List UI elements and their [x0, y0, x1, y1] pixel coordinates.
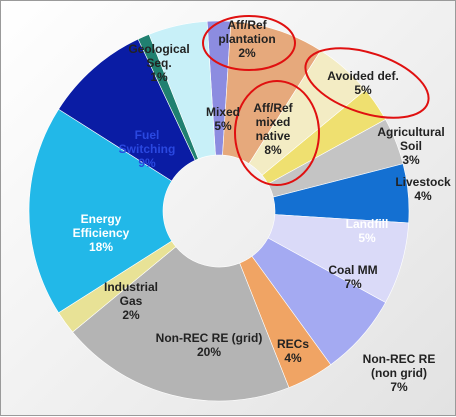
slice-label: Non-REC RE (grid) 20% — [154, 331, 264, 359]
slice-name: Geological Seq. — [128, 42, 190, 70]
slice-value: 20% — [196, 345, 222, 359]
slice-value: 4% — [414, 189, 432, 203]
slice-label: Non-REC RE (non grid) 7% — [354, 352, 444, 394]
slice-value: 5% — [354, 83, 372, 97]
slice-label: RECs 4% — [268, 337, 318, 365]
slice-label: Agricultural Soil 3% — [371, 125, 451, 167]
slice-name: Agricultural Soil — [377, 125, 445, 153]
slice-value: 3% — [402, 153, 420, 167]
slice-value: 2% — [122, 308, 140, 322]
slice-name: RECs — [276, 337, 309, 351]
annotation-circle — [234, 80, 320, 186]
slice-value: 9% — [138, 156, 156, 170]
donut-slice — [148, 21, 216, 160]
slice-name: Industrial Gas — [103, 280, 158, 308]
slice-label: Geological Seq. 1% — [114, 42, 204, 84]
slice-label: Landfill 5% — [337, 217, 397, 245]
slice-name: Aff/Ref plantation — [218, 18, 276, 46]
slice-label: Avoided def. 5% — [323, 69, 403, 97]
slice-label: Industrial Gas 2% — [96, 280, 166, 322]
slice-name: Mixed — [205, 105, 240, 119]
donut-slice — [72, 246, 290, 402]
slice-value: 5% — [214, 119, 232, 133]
slice-name: Fuel Switching — [118, 128, 176, 156]
slice-name: Aff/Ref mixed native — [253, 101, 293, 143]
slice-name: Landfill — [345, 217, 389, 231]
annotation-circle — [202, 15, 296, 71]
slice-name: Coal MM — [328, 263, 378, 277]
slice-value: 4% — [284, 351, 302, 365]
slice-value: 5% — [358, 231, 376, 245]
slice-value: 7% — [344, 277, 362, 291]
donut-slice — [28, 108, 173, 314]
slice-value: 18% — [88, 240, 114, 254]
slice-name: Avoided def. — [327, 69, 399, 83]
slice-value: 7% — [390, 380, 408, 394]
slice-name: Energy Efficiency — [72, 212, 130, 240]
slice-name: Livestock — [395, 175, 451, 189]
annotation-circle — [304, 47, 430, 119]
slice-name: Non-REC RE (grid) — [155, 331, 263, 345]
slice-value: 1% — [150, 70, 168, 84]
slice-value: 8% — [264, 143, 282, 157]
slice-label: Mixed 5% — [198, 105, 248, 133]
slice-label: Livestock 4% — [388, 175, 456, 203]
slice-value: 2% — [238, 46, 256, 60]
slice-name: Non-REC RE (non grid) — [362, 352, 436, 380]
slice-label: Fuel Switching 9% — [107, 128, 187, 170]
slice-label: Aff/Ref mixed native 8% — [243, 101, 303, 157]
slice-label: Energy Efficiency 18% — [56, 212, 146, 254]
slice-label: Aff/Ref plantation 2% — [207, 18, 287, 60]
slice-label: Coal MM 7% — [318, 263, 388, 291]
